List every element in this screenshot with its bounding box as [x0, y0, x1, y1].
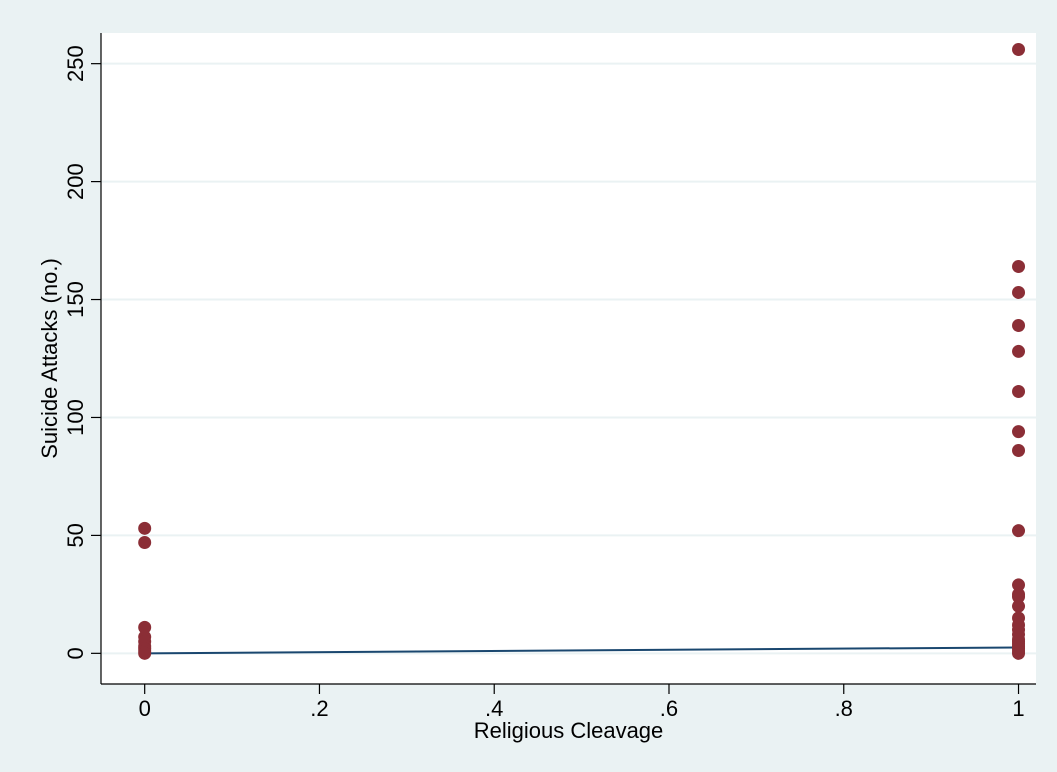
y-tick-label: 100	[63, 399, 88, 436]
y-axis-title: Suicide Attacks (no.)	[37, 258, 62, 459]
x-tick-label: 0	[139, 696, 151, 721]
x-tick-label: 1	[1012, 696, 1024, 721]
y-tick-label: 200	[63, 163, 88, 200]
data-point	[138, 535, 152, 549]
data-point	[1012, 43, 1026, 57]
data-point	[138, 521, 152, 535]
y-axis-ticks: 0 50 100 150 200 250	[63, 45, 101, 659]
data-point	[1012, 260, 1026, 274]
data-point	[138, 646, 152, 660]
data-point	[1012, 599, 1026, 613]
fitted-line-series	[144, 646, 1019, 655]
y-tick-label: 250	[63, 45, 88, 82]
axes	[100, 33, 1036, 685]
data-point	[138, 620, 152, 634]
plot-area	[101, 33, 1036, 684]
data-point	[1012, 646, 1026, 660]
x-axis-ticks: 0 .2 .4 .6 .8 1	[139, 684, 1025, 721]
data-point	[1012, 443, 1026, 457]
data-point	[1012, 425, 1026, 439]
data-point	[1012, 285, 1026, 299]
y-tick-label: 0	[63, 647, 88, 659]
data-point	[1012, 344, 1026, 358]
y-tick-label: 150	[63, 281, 88, 318]
x-tick-label: .2	[310, 696, 328, 721]
x-tick-label: .4	[485, 696, 503, 721]
data-point	[1012, 524, 1026, 538]
x-axis-title: Religious Cleavage	[474, 718, 664, 743]
data-point	[1012, 385, 1026, 399]
fitted-line	[144, 646, 1019, 655]
data-point	[1012, 318, 1026, 332]
data-point	[1012, 578, 1026, 592]
y-tick-label: 50	[63, 523, 88, 547]
x-tick-label: .8	[835, 696, 853, 721]
data-point	[1012, 590, 1026, 604]
gridlines	[101, 62, 1036, 655]
scatter-points	[138, 43, 1026, 660]
x-tick-label: .6	[660, 696, 678, 721]
